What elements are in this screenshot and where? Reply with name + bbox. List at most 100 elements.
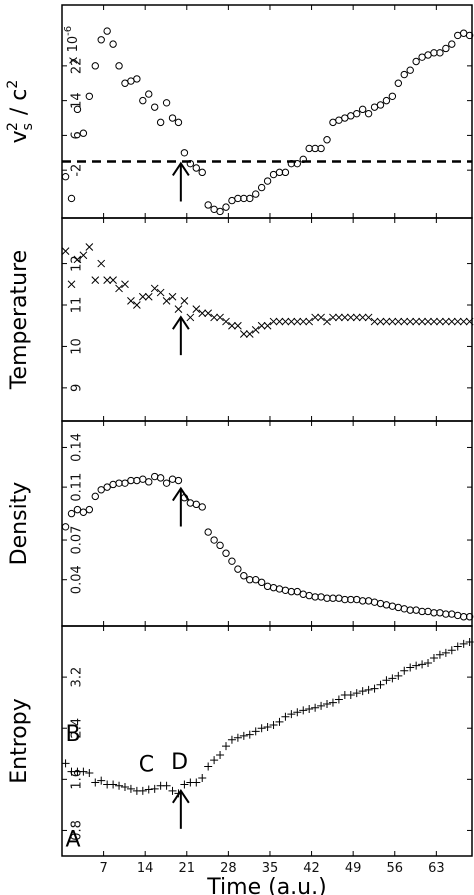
data-point <box>454 31 462 40</box>
data-point <box>79 508 88 516</box>
data-point <box>340 313 349 322</box>
data-point <box>358 687 367 696</box>
data-point <box>323 136 331 144</box>
data-point <box>448 610 456 618</box>
data-point <box>246 576 254 584</box>
x-tick-label: 14 <box>137 861 154 876</box>
data-point <box>281 317 290 326</box>
data-point <box>97 486 105 494</box>
x-tick-label: 56 <box>386 861 403 876</box>
data-point <box>412 661 421 670</box>
data-point <box>204 201 212 209</box>
data-point <box>347 112 355 120</box>
data-point <box>121 479 129 487</box>
data-point <box>204 528 212 536</box>
data-point <box>109 480 117 489</box>
data-point <box>97 776 106 785</box>
data-point <box>299 155 307 164</box>
data-point <box>430 49 438 57</box>
data-point <box>299 706 308 715</box>
data-point <box>91 492 99 501</box>
data-point <box>459 29 468 37</box>
data-point <box>109 276 117 284</box>
panel-entropy: 0.8 1.6 2.4 3.2 Entropy A B C D <box>7 625 474 857</box>
data-point <box>251 326 260 334</box>
data-point <box>353 595 361 604</box>
data-point <box>281 168 290 177</box>
data-point <box>347 595 355 604</box>
data-point <box>186 159 195 168</box>
data-point <box>234 565 242 573</box>
data-point <box>465 637 474 646</box>
data-point <box>394 317 403 326</box>
data-point <box>275 168 284 177</box>
y-tick-label: 0.14 <box>70 433 85 462</box>
arrow-head <box>172 161 190 177</box>
data-point <box>138 292 147 301</box>
x-tick-label: 21 <box>179 861 196 876</box>
data-point <box>394 603 403 612</box>
data-point <box>429 653 438 662</box>
data-point <box>305 591 313 600</box>
data-point <box>192 500 200 509</box>
data-point <box>346 691 355 699</box>
data-point <box>186 313 195 322</box>
data-point <box>293 708 302 717</box>
data-point <box>454 611 462 620</box>
annotation-b: B <box>65 722 80 747</box>
data-point <box>227 735 236 744</box>
data-point <box>334 695 343 704</box>
y-axis-label: Entropy <box>7 698 32 783</box>
data-point <box>127 77 135 85</box>
data-point <box>376 101 385 109</box>
data-point <box>133 75 141 83</box>
data-point <box>127 297 135 305</box>
data-point <box>61 759 70 768</box>
data-point <box>424 607 432 616</box>
data-point <box>293 159 302 168</box>
data-point <box>269 317 278 326</box>
data-point <box>263 722 272 731</box>
data-point <box>228 196 236 205</box>
data-point <box>370 684 379 693</box>
y-multiplier: x 10-6 <box>63 26 81 64</box>
data-point <box>465 317 474 326</box>
data-point <box>329 118 337 127</box>
panel-frame <box>61 625 473 857</box>
data-point <box>204 309 213 318</box>
data-point <box>412 317 420 326</box>
data-point <box>335 116 343 124</box>
data-point <box>311 144 319 153</box>
data-point <box>353 109 361 118</box>
arrow-head <box>172 789 190 804</box>
data-point <box>430 317 438 326</box>
data-point <box>79 251 88 260</box>
data-point <box>180 297 189 305</box>
data-point <box>210 313 218 322</box>
data-point <box>156 288 165 297</box>
data-point <box>329 313 337 322</box>
x-tick-label: 42 <box>303 861 320 876</box>
data-point <box>245 330 254 338</box>
data-point <box>180 149 189 157</box>
data-point <box>251 727 260 736</box>
data-point <box>418 607 426 616</box>
data-point <box>364 685 373 694</box>
data-point <box>174 476 183 485</box>
data-point <box>424 317 432 326</box>
data-point <box>121 280 129 289</box>
data-point <box>358 597 367 605</box>
data-point <box>465 31 474 40</box>
data-point <box>216 541 224 550</box>
data-point <box>388 92 397 100</box>
y-tick-label: 11 <box>70 297 85 314</box>
data-point <box>139 96 147 105</box>
data-point <box>61 173 70 181</box>
data-point <box>436 317 444 326</box>
data-point <box>305 144 313 153</box>
data-point <box>120 783 129 791</box>
data-point <box>234 194 242 203</box>
data-point <box>127 476 135 485</box>
data-point <box>317 313 325 322</box>
